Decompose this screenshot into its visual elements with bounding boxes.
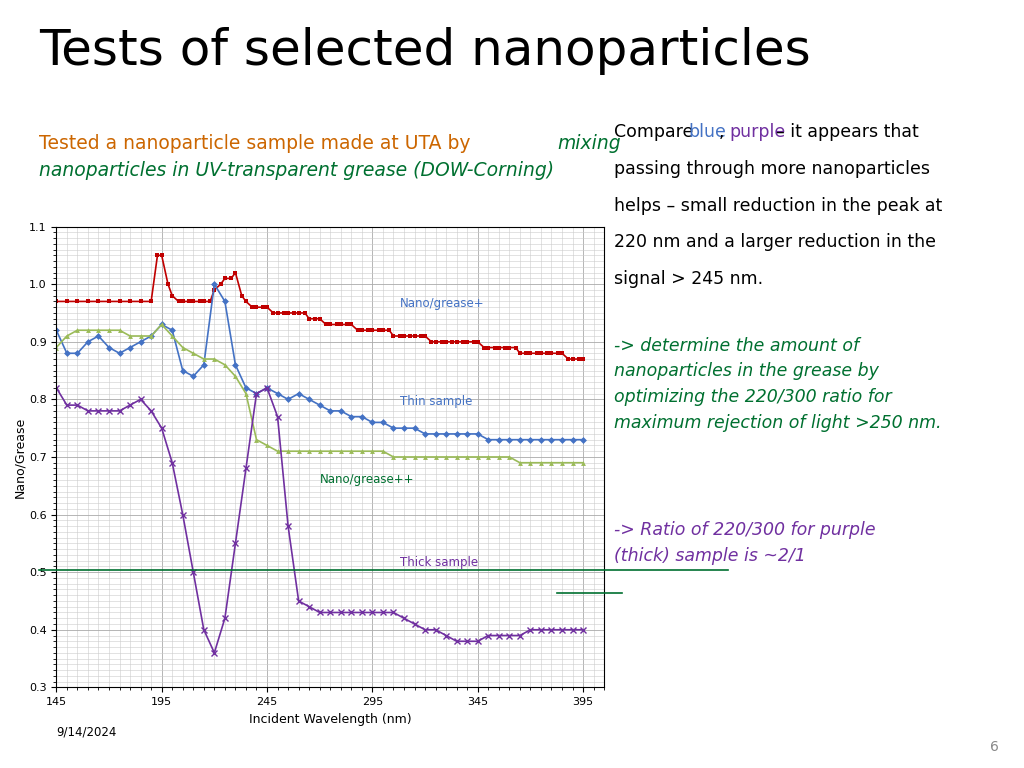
Text: helps – small reduction in the peak at: helps – small reduction in the peak at	[614, 197, 943, 214]
Text: Tests of selected nanoparticles: Tests of selected nanoparticles	[39, 27, 811, 75]
Text: nanoparticles in UV-transparent grease (DOW-Corning): nanoparticles in UV-transparent grease (…	[39, 161, 554, 180]
Text: 6: 6	[989, 740, 998, 754]
Text: Nano/grease++: Nano/grease++	[319, 473, 414, 486]
Y-axis label: Nano/Grease: Nano/Grease	[13, 416, 26, 498]
Text: blue: blue	[688, 123, 726, 141]
Text: 220 nm and a larger reduction in the: 220 nm and a larger reduction in the	[614, 233, 936, 251]
Text: signal > 245 nm.: signal > 245 nm.	[614, 270, 764, 288]
Text: – it appears that: – it appears that	[776, 123, 919, 141]
Text: -> determine the amount of
nanoparticles in the grease by
optimizing the 220/300: -> determine the amount of nanoparticles…	[614, 336, 942, 432]
Text: Tested a nanoparticle sample made at UTA by: Tested a nanoparticle sample made at UTA…	[39, 134, 476, 154]
Text: Thin sample: Thin sample	[399, 395, 472, 408]
Text: Nano/grease+: Nano/grease+	[399, 297, 484, 310]
X-axis label: Incident Wavelength (nm): Incident Wavelength (nm)	[249, 713, 412, 726]
Text: purple: purple	[729, 123, 785, 141]
Text: ,: ,	[719, 123, 730, 141]
Text: mixing: mixing	[557, 134, 621, 154]
Text: Thick sample: Thick sample	[399, 556, 478, 569]
Text: Compare: Compare	[614, 123, 699, 141]
Text: 9/14/2024: 9/14/2024	[56, 726, 117, 739]
Text: passing through more nanoparticles: passing through more nanoparticles	[614, 160, 931, 177]
Text: -> Ratio of 220/300 for purple
(thick) sample is ~2/1: -> Ratio of 220/300 for purple (thick) s…	[614, 521, 876, 564]
